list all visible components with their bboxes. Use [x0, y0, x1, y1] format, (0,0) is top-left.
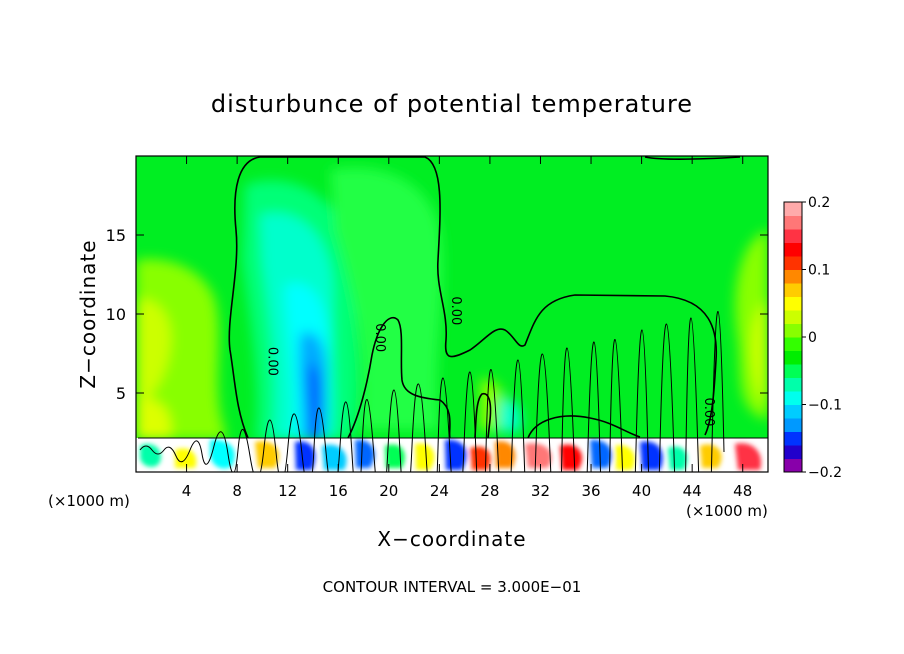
colorbar-swatch-15 — [784, 256, 802, 270]
x-tick-label-8: 36 — [581, 482, 600, 500]
colorbar-swatch-14 — [784, 269, 802, 284]
field-region-left-low — [136, 399, 171, 440]
colorbar-swatch-2 — [784, 431, 802, 446]
x-tick-label-9: 40 — [632, 482, 651, 500]
x-tick-label-6: 28 — [480, 482, 499, 500]
x-tick-label-1: 8 — [232, 482, 242, 500]
field-region-center-pale — [330, 167, 443, 430]
zero-contour-top — [644, 156, 741, 161]
colorbar-label-0: 0.2 — [808, 195, 830, 211]
bl-blob-9 — [415, 443, 435, 470]
colorbar-label-3: −0.1 — [808, 398, 842, 414]
x-axis: 4 8 12 16 20 24 28 32 36 40 44 48 — [182, 156, 752, 500]
zero-contour-mid — [347, 317, 451, 439]
colorbar-swatch-5 — [784, 391, 802, 405]
x-tick-label-5: 24 — [430, 482, 449, 500]
zero-contour-low — [527, 415, 641, 439]
bl-blob-4 — [255, 441, 279, 468]
chart-title: disturbunce of potential temperature — [211, 90, 693, 118]
colorbar-swatch-18 — [784, 215, 802, 230]
x-tick-label-4: 20 — [379, 482, 398, 500]
colorbar-swatch-16 — [784, 242, 802, 257]
plot-area: 0.00 0.00 0.00 0.00 — [136, 156, 768, 472]
bl-contours — [138, 311, 768, 472]
bl-blob-17 — [640, 441, 663, 470]
contour-label-0: 0.00 — [265, 347, 280, 376]
colorbar-swatch-3 — [784, 418, 802, 432]
colorbar-swatch-13 — [784, 283, 802, 297]
bl-blob-19 — [700, 444, 722, 468]
field-shading — [136, 167, 768, 472]
colorbar-swatch-7 — [784, 364, 802, 378]
y-tick-label-2: 15 — [106, 226, 126, 245]
field-region-low-cyan — [498, 399, 522, 432]
x-tick-label-0: 4 — [182, 482, 192, 500]
field-region-left-bright — [136, 299, 171, 410]
colorbar-swatch-8 — [784, 350, 802, 365]
colorbar: 0.2 0.1 0 −0.1 −0.2 — [783, 195, 842, 481]
bl-blob-20 — [735, 443, 762, 470]
contour-labels: 0.00 0.00 0.00 0.00 — [265, 296, 716, 426]
y-tick-label-1: 10 — [106, 305, 126, 324]
zero-contours — [228, 156, 741, 439]
field-region-plume-core2 — [307, 364, 323, 440]
colorbar-swatch-9 — [784, 337, 802, 351]
bl-blob-14 — [560, 444, 582, 470]
colorbar-swatch-6 — [784, 377, 802, 392]
field-region-right-bright — [751, 300, 768, 405]
colorbar-label-1: 0.1 — [808, 263, 830, 279]
x-unit-left: (×1000 m) — [48, 492, 130, 510]
bl-blob-5 — [295, 441, 316, 470]
footer-contour-interval: CONTOUR INTERVAL = 3.000E−01 — [323, 578, 582, 596]
bl-blob-13 — [525, 443, 552, 468]
y-axis: 5 10 15 — [106, 226, 768, 403]
bl-blob-1 — [140, 443, 161, 467]
zero-contour-small — [474, 392, 492, 439]
x-tick-label-11: 48 — [733, 482, 752, 500]
field-region-left-yellow — [136, 259, 225, 440]
contour-label-3: 0.00 — [701, 397, 716, 426]
colorbar-swatch-12 — [784, 296, 802, 311]
x-tick-label-7: 32 — [531, 482, 550, 500]
bl-blob-7 — [355, 439, 375, 468]
colorbar-swatch-4 — [784, 404, 802, 419]
bl-blob-16 — [615, 445, 635, 470]
colorbar-swatch-10 — [784, 323, 802, 338]
colorbar-swatch-17 — [784, 229, 802, 243]
contour-label-1: 0.00 — [372, 323, 387, 352]
zero-contour-plume — [228, 156, 718, 439]
bl-blob-3 — [210, 439, 235, 469]
bl-blob-15 — [590, 439, 612, 468]
y-axis-label: Z−coordinate — [76, 239, 100, 388]
bl-blob-12 — [495, 441, 516, 468]
x-unit-right: (×1000 m) — [686, 502, 768, 520]
bl-blob-6 — [322, 444, 347, 470]
colorbar-swatch-1 — [784, 445, 802, 459]
colorbar-label-2: 0 — [808, 330, 817, 346]
contour-label-2: 0.00 — [448, 296, 463, 325]
colorbar-swatch-19 — [784, 202, 802, 216]
colorbar-label-4: −0.2 — [808, 465, 842, 481]
x-tick-label-10: 44 — [683, 482, 702, 500]
colorbar-swatch-0 — [784, 458, 802, 473]
y-tick-label-0: 5 — [116, 384, 126, 403]
x-tick-label-3: 16 — [329, 482, 348, 500]
colorbar-swatch-11 — [784, 310, 802, 324]
x-axis-label: X−coordinate — [377, 527, 526, 551]
bl-blob-18 — [668, 446, 688, 470]
x-tick-label-2: 12 — [278, 482, 297, 500]
